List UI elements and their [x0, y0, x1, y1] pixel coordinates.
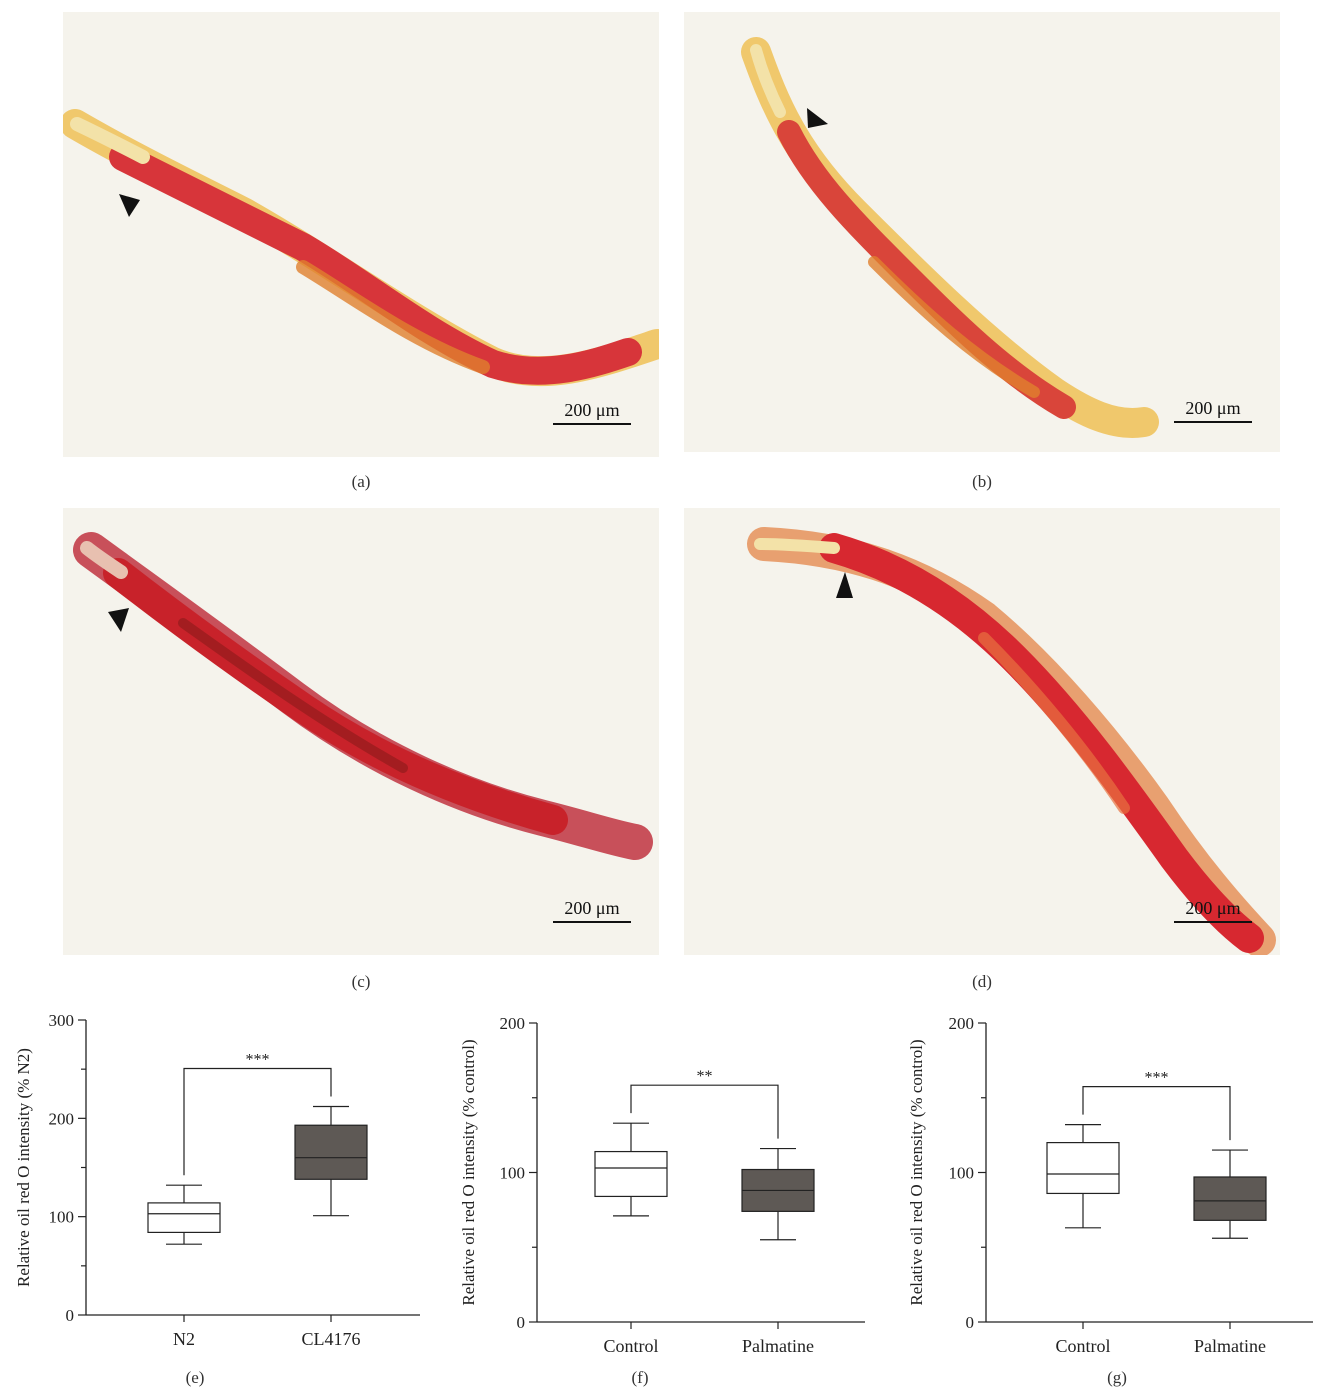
- micrograph-b: 200 μm: [684, 12, 1280, 452]
- y-tick-label: 100: [49, 1208, 75, 1227]
- micrograph-c: 200 μm: [63, 508, 659, 955]
- scale-bar-b: 200 μm: [1174, 398, 1252, 423]
- box-plot-g: 0 100 200 Relative oil red O intensity (% c…: [907, 1014, 1313, 1355]
- worm-a: [63, 109, 659, 387]
- significance-label: **: [697, 1068, 713, 1085]
- significance-bracket: [1082, 1086, 1231, 1141]
- panel-label-a: (a): [351, 472, 371, 491]
- x-tick-label: Control: [603, 1336, 658, 1355]
- worm-b: [741, 37, 1159, 438]
- scale-bar-d: 200 μm: [1174, 898, 1252, 923]
- arrowhead-icon: [108, 608, 129, 632]
- y-tick-label: 0: [66, 1306, 75, 1325]
- scale-label-d: 200 μm: [1185, 898, 1241, 918]
- scale-label-b: 200 μm: [1185, 398, 1241, 418]
- x-tick-label: Palmatine: [742, 1336, 814, 1355]
- scale-bar-c: 200 μm: [553, 898, 631, 923]
- y-axis-label: Relative oil red O intensity (% N2): [14, 1048, 33, 1287]
- y-axis-label: Relative oil red O intensity (% control): [459, 1039, 478, 1305]
- significance-bracket: [630, 1084, 779, 1139]
- scale-label-c: 200 μm: [564, 898, 620, 918]
- box-palmatine: [1193, 1176, 1267, 1221]
- arrowhead-icon: [807, 108, 828, 128]
- box-plot-f: 0 100 200 Relative oil red O intensity (% c…: [459, 1014, 865, 1355]
- y-tick-label: 0: [966, 1313, 975, 1332]
- worm-c: [73, 532, 653, 860]
- significance-label: ***: [246, 1052, 270, 1069]
- y-axis-label: Relative oil red O intensity (% control): [907, 1039, 926, 1305]
- x-tick-label: N2: [173, 1329, 195, 1349]
- arrowhead-icon: [119, 194, 140, 217]
- micrograph-a: 200 μm: [63, 12, 659, 457]
- panel-label-b: (b): [972, 472, 992, 491]
- panel-label-f: (f): [631, 1368, 649, 1387]
- panel-label-g: (g): [1107, 1368, 1127, 1387]
- x-tick-label: CL4176: [301, 1329, 360, 1349]
- significance-bracket: [183, 1067, 332, 1176]
- y-tick-label: 300: [49, 1011, 75, 1030]
- scale-label-a: 200 μm: [564, 400, 620, 420]
- box-plot-e: 0 100 200 300 Relative oil red O intensity (…: [14, 1011, 420, 1349]
- panel-label-c: (c): [351, 972, 371, 991]
- y-tick-label: 200: [500, 1014, 526, 1033]
- scale-bar-a: 200 μm: [553, 400, 631, 425]
- significance-label: ***: [1145, 1070, 1169, 1087]
- arrowhead-icon: [836, 572, 853, 598]
- y-tick-label: 200: [949, 1014, 975, 1033]
- box-n2: [147, 1202, 221, 1233]
- x-tick-label: Control: [1055, 1336, 1110, 1355]
- box-control: [1046, 1142, 1120, 1195]
- worm-d: [747, 527, 1276, 955]
- box-control: [594, 1150, 668, 1198]
- y-tick-label: 200: [49, 1109, 75, 1128]
- micrograph-d: 200 μm: [684, 508, 1280, 955]
- box-cl4176: [294, 1124, 368, 1180]
- y-tick-label: 0: [517, 1313, 526, 1332]
- x-tick-label: Palmatine: [1194, 1336, 1266, 1355]
- panel-label-d: (d): [972, 972, 992, 991]
- panel-label-e: (e): [185, 1368, 205, 1387]
- y-tick-label: 100: [949, 1164, 975, 1183]
- y-tick-label: 100: [500, 1164, 526, 1183]
